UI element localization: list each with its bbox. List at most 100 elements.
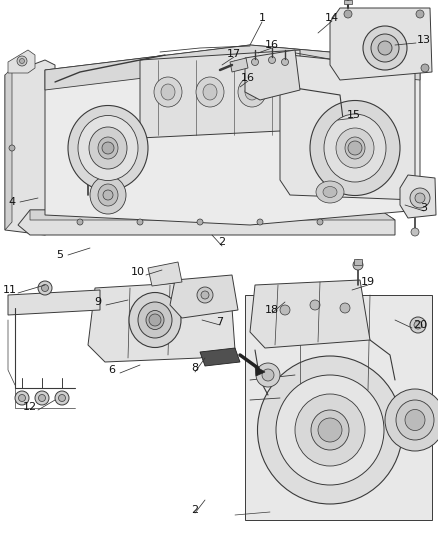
Ellipse shape (245, 84, 259, 100)
Ellipse shape (196, 77, 224, 107)
Circle shape (378, 41, 392, 55)
Text: 11: 11 (3, 285, 17, 295)
Circle shape (197, 219, 203, 225)
Ellipse shape (98, 184, 118, 206)
Circle shape (371, 34, 399, 62)
Polygon shape (280, 55, 415, 200)
Polygon shape (5, 60, 55, 235)
Circle shape (262, 369, 274, 381)
Circle shape (410, 317, 426, 333)
Polygon shape (230, 58, 248, 72)
Text: 3: 3 (420, 203, 427, 213)
Ellipse shape (405, 409, 425, 431)
Circle shape (35, 391, 49, 405)
Circle shape (42, 285, 49, 292)
Polygon shape (30, 210, 395, 220)
Circle shape (17, 56, 27, 66)
Text: 6: 6 (109, 365, 116, 375)
Bar (354, 259, 362, 265)
Ellipse shape (310, 101, 400, 196)
Text: 15: 15 (347, 110, 361, 120)
Polygon shape (8, 50, 35, 73)
Circle shape (348, 141, 362, 155)
Circle shape (18, 394, 25, 401)
Text: 12: 12 (23, 402, 37, 412)
Ellipse shape (138, 302, 172, 338)
Circle shape (414, 321, 422, 329)
Circle shape (318, 418, 342, 442)
Circle shape (39, 394, 46, 401)
Text: 16: 16 (265, 40, 279, 50)
Text: 20: 20 (413, 320, 427, 330)
Circle shape (410, 188, 430, 208)
Polygon shape (250, 280, 370, 348)
Circle shape (416, 10, 424, 18)
Polygon shape (45, 45, 420, 225)
Circle shape (77, 219, 83, 225)
Polygon shape (148, 262, 182, 286)
Text: 9: 9 (95, 297, 102, 307)
Ellipse shape (98, 137, 118, 159)
Ellipse shape (68, 106, 148, 190)
Ellipse shape (161, 84, 175, 100)
Text: 13: 13 (417, 35, 431, 45)
Circle shape (59, 394, 66, 401)
Text: 18: 18 (265, 305, 279, 315)
Text: 1: 1 (258, 13, 265, 23)
Text: 5: 5 (57, 250, 64, 260)
Ellipse shape (385, 389, 438, 451)
Ellipse shape (129, 293, 181, 348)
Ellipse shape (295, 394, 365, 466)
Circle shape (9, 145, 15, 151)
Circle shape (137, 219, 143, 225)
Circle shape (282, 59, 289, 66)
Text: 7: 7 (216, 317, 223, 327)
Ellipse shape (345, 137, 365, 159)
Ellipse shape (336, 128, 374, 168)
Ellipse shape (258, 356, 403, 504)
Polygon shape (245, 50, 300, 100)
Circle shape (201, 291, 209, 299)
Circle shape (38, 281, 52, 295)
Polygon shape (200, 348, 240, 366)
Ellipse shape (311, 410, 349, 450)
Circle shape (411, 228, 419, 236)
Circle shape (344, 10, 352, 18)
Polygon shape (140, 50, 300, 138)
Circle shape (415, 193, 425, 203)
Polygon shape (232, 270, 436, 533)
Ellipse shape (316, 181, 344, 203)
Circle shape (197, 287, 213, 303)
Ellipse shape (323, 187, 337, 198)
Circle shape (421, 64, 429, 72)
Polygon shape (8, 290, 100, 315)
Ellipse shape (146, 311, 164, 329)
Polygon shape (88, 280, 235, 362)
Circle shape (103, 190, 113, 200)
Circle shape (256, 363, 280, 387)
Text: 2: 2 (219, 237, 226, 247)
Ellipse shape (89, 127, 127, 169)
Polygon shape (330, 8, 432, 80)
Circle shape (20, 59, 25, 63)
Text: 10: 10 (131, 267, 145, 277)
Polygon shape (255, 366, 265, 376)
Text: 8: 8 (191, 363, 198, 373)
Circle shape (102, 142, 114, 154)
Text: 16: 16 (241, 73, 255, 83)
Ellipse shape (78, 116, 138, 181)
Text: 4: 4 (8, 197, 16, 207)
Ellipse shape (324, 114, 386, 182)
Circle shape (340, 303, 350, 313)
Ellipse shape (396, 400, 434, 440)
Polygon shape (170, 275, 238, 318)
Ellipse shape (238, 77, 266, 107)
Circle shape (251, 59, 258, 66)
Ellipse shape (90, 176, 126, 214)
Bar (0, 0, 438, 270)
Text: 14: 14 (325, 13, 339, 23)
Circle shape (149, 314, 161, 326)
Circle shape (257, 219, 263, 225)
Polygon shape (18, 210, 395, 235)
Circle shape (268, 56, 276, 63)
